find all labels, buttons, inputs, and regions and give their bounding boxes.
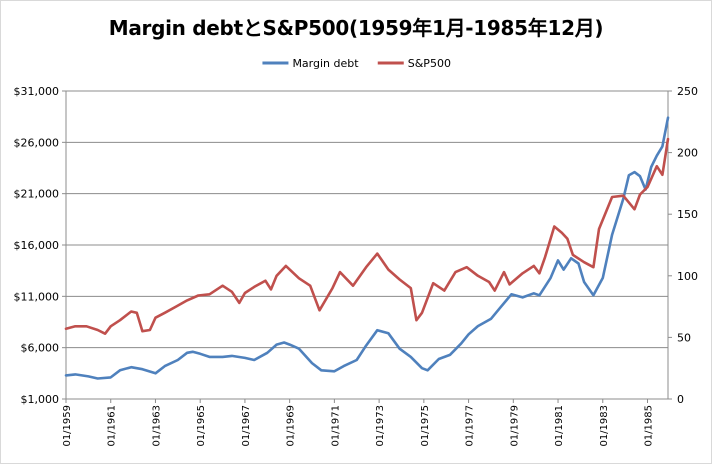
chart-title: Margin debtとS&P500(1959年1月-1985年12月) xyxy=(108,16,604,40)
right-tick-label: 100 xyxy=(677,270,698,283)
series-line-s-p500 xyxy=(64,137,670,336)
right-tick-label: 50 xyxy=(677,331,691,344)
legend: Margin debt S&P500 xyxy=(262,57,451,70)
series-layer xyxy=(64,116,670,380)
x-tick-label: 01/1969 xyxy=(286,405,297,447)
right-tick-label: 0 xyxy=(677,393,684,406)
left-tick-label: $11,000 xyxy=(14,290,60,303)
x-tick-label: 01/1983 xyxy=(599,405,610,447)
x-tick-label: 01/1973 xyxy=(375,405,386,447)
left-tick-label: $21,000 xyxy=(14,188,60,201)
x-tick-label: 01/1977 xyxy=(465,405,476,447)
left-tick-label: $1,000 xyxy=(21,393,60,406)
left-tick-label: $31,000 xyxy=(14,85,60,98)
right-tick-label: 200 xyxy=(677,147,698,160)
legend-label: S&P500 xyxy=(408,57,451,70)
x-tick-label: 01/1959 xyxy=(62,405,73,447)
x-tick-label: 01/1985 xyxy=(643,405,654,447)
x-tick-label: 01/1965 xyxy=(196,405,207,447)
x-tick-label: 01/1961 xyxy=(107,405,118,447)
legend-label: Margin debt xyxy=(292,57,359,70)
x-tick-label: 01/1963 xyxy=(151,405,162,447)
left-tick-label: $26,000 xyxy=(14,136,60,149)
x-tick-label: 01/1981 xyxy=(554,405,565,447)
x-tick-label: 01/1975 xyxy=(420,405,431,447)
gridlines xyxy=(66,90,668,400)
x-tick-label: 01/1971 xyxy=(330,405,341,447)
x-tick-label: 01/1979 xyxy=(509,405,520,447)
x-tick-label: 01/1967 xyxy=(241,405,252,447)
series-line-margin-debt xyxy=(64,116,670,380)
right-tick-label: 250 xyxy=(677,85,698,98)
right-tick-label: 150 xyxy=(677,208,698,221)
left-tick-label: $16,000 xyxy=(14,239,60,252)
left-tick-label: $6,000 xyxy=(21,342,60,355)
axes: $1,000 $6,000 $11,000 $16,000 $21,000 $26,000… xyxy=(14,85,699,447)
